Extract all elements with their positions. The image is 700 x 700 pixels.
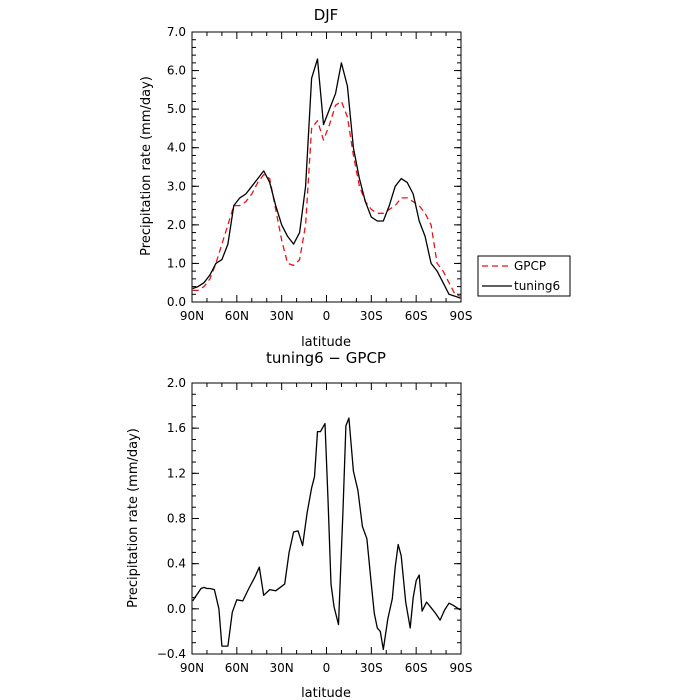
legend-label-tuning6: tuning6 [514,279,560,293]
series-line-difference [192,417,461,651]
x-tick-label: 30N [270,309,294,323]
y-tick-label: −0.4 [157,647,186,661]
series-line-gpcp [192,100,461,297]
y-tick-label: 2.0 [167,218,186,232]
x-axis-label-diff: latitude [301,686,351,700]
x-tick-label: 60N [225,309,249,323]
lines-diff [192,417,461,651]
lines-djf [192,58,461,299]
panel-djf: DJF Precipitation rate (mm/day) latitude… [139,6,472,350]
y-tick-label: 0.0 [167,602,186,616]
y-tick-label: 3.0 [167,179,186,193]
x-tick-label: 90S [450,309,473,323]
x-tick-label: 90N [180,661,204,675]
x-tick-label: 60S [405,661,428,675]
series-line-tuning6 [192,58,461,299]
y-tick-label: 0.4 [167,557,186,571]
y-tick-label: 0.0 [167,295,186,309]
panel-diff: tuning6 − GPCP Precipitation rate (mm/da… [126,349,472,700]
x-tick-label: 0 [323,309,331,323]
x-tick-label: 60N [225,661,249,675]
ticks-djf: 90N 60N 30N 0 30S 60S 90S 0.0 1.0 2.0 3.0 4.0 5.0 6.0… [167,25,473,323]
y-tick-label: 6.0 [167,64,186,78]
x-tick-label: 0 [323,661,331,675]
ticks-diff: 90N 60N 30N 0 30S 60S 90S −0.4 0.0 0.4 0.8 1.2 1.6 2.… [157,376,473,675]
x-tick-label: 90S [450,661,473,675]
y-tick-label: 2.0 [167,376,186,390]
y-tick-label: 7.0 [167,25,186,39]
legend: GPCP tuning6 [477,255,571,297]
y-tick-label: 5.0 [167,102,186,116]
x-tick-label: 30S [360,309,383,323]
y-axis-label-diff: Precipitation rate (mm/day) [126,428,141,608]
legend-label-gpcp: GPCP [514,259,546,273]
legend-box [477,255,571,297]
x-tick-label: 30N [270,661,294,675]
x-axis-label-djf: latitude [301,335,351,350]
x-tick-label: 30S [360,661,383,675]
y-axis-label-djf: Precipitation rate (mm/day) [139,76,154,256]
plot-frame-djf [191,31,462,303]
x-tick-label: 90N [180,309,204,323]
x-tick-label: 60S [405,309,428,323]
plot-frame-diff [191,382,462,655]
chart-title-djf: DJF [314,6,339,24]
y-tick-label: 4.0 [167,141,186,155]
y-tick-label: 0.8 [167,512,186,526]
y-tick-label: 1.2 [167,466,186,480]
y-tick-label: 1.6 [167,421,186,435]
chart-title-diff: tuning6 − GPCP [266,349,386,367]
y-tick-label: 1.0 [167,256,186,270]
